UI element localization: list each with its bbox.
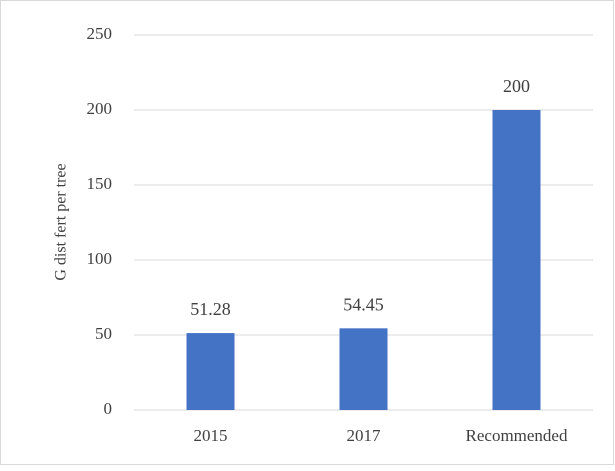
bar (339, 328, 388, 410)
x-tick-label: 2017 (347, 426, 382, 445)
y-tick-label: 200 (87, 99, 113, 118)
bar (492, 110, 541, 410)
data-label: 200 (503, 76, 530, 96)
bar (186, 333, 235, 410)
y-tick-label: 50 (95, 324, 112, 343)
y-tick-label: 100 (87, 249, 113, 268)
data-label: 54.45 (343, 294, 384, 314)
y-tick-label: 150 (87, 174, 113, 193)
x-tick-label: Recommended (466, 426, 568, 445)
y-axis-label: G dist fert per tree (53, 163, 70, 280)
data-label: 51.28 (190, 299, 231, 319)
y-tick-label: 250 (87, 24, 113, 43)
x-tick-label: 2015 (194, 426, 228, 445)
y-tick-label: 0 (104, 399, 113, 418)
